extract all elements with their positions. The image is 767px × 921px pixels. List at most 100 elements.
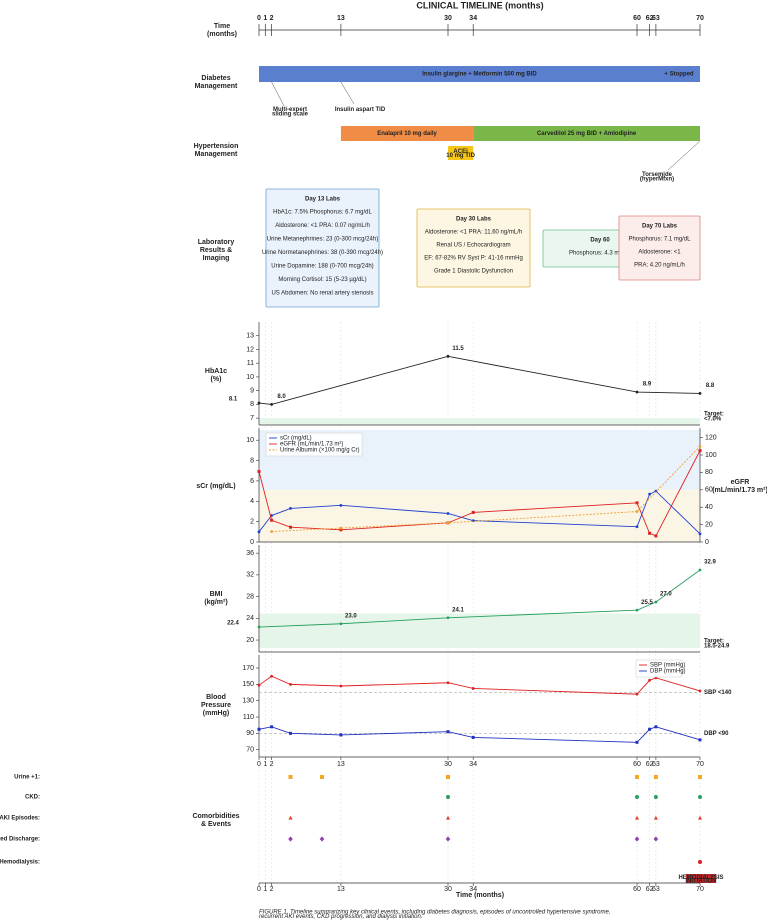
data-point <box>698 532 702 536</box>
data-point <box>635 525 639 529</box>
hypertension-note-leader <box>667 140 701 171</box>
data-point <box>471 687 475 690</box>
timeline-tick-label: 1 <box>263 15 267 22</box>
chart-label-line: (%) <box>211 376 222 383</box>
y-tick-label: 4 <box>250 498 254 505</box>
x-tick-label: 13 <box>337 761 345 768</box>
data-point <box>289 507 292 510</box>
lab-box-line: Aldosterone: <1 PRA: 0.07 ng/mL/h <box>275 223 370 229</box>
data-point <box>339 684 343 688</box>
y-tick-label: 6 <box>250 478 254 485</box>
data-point <box>270 518 274 522</box>
timeline-label: Time (months) <box>207 23 237 38</box>
data-point <box>698 449 702 453</box>
timeline-tick-label: 60 <box>633 15 641 22</box>
timeline-tick-label: 0 <box>257 15 261 22</box>
hypertension-label-line: Hypertension <box>194 143 239 150</box>
x-tick-label: 0 <box>257 761 261 768</box>
diabetes-label-line: Management <box>195 83 238 90</box>
data-point <box>289 731 292 735</box>
y-tick-label: 150 <box>242 681 254 688</box>
caption: recurrent AKI events, CKD progression, a… <box>259 914 423 920</box>
diabetes-note-leader <box>271 81 285 107</box>
event-marker <box>653 795 658 799</box>
caption: FIGURE 1. Timeline summarizing key clini… <box>259 910 610 916</box>
data-point <box>635 692 639 696</box>
chart-label: sCr (mg/dL) <box>196 483 235 490</box>
bottom-tick-label: 62 <box>646 886 654 893</box>
data-point <box>270 725 274 729</box>
data-point <box>257 727 261 731</box>
event-marker <box>288 836 293 842</box>
data-label: 11.5 <box>452 346 464 352</box>
hypertension-bar <box>340 126 474 141</box>
target-label: Target: 18.5-24.9 <box>704 638 730 649</box>
data-point <box>648 727 652 731</box>
lab-box-line: HbA1c: 7.5% Phosphorus: 6.7 mg/dL <box>273 210 372 216</box>
event-marker <box>288 815 293 820</box>
data-point <box>446 354 450 358</box>
timeline-tick-label: 62 <box>646 15 654 22</box>
legend-label: eGFR (mL/min/1.73 m²) <box>280 442 343 448</box>
data-label: 32.9 <box>704 560 716 566</box>
data-label: 8.8 <box>706 383 715 389</box>
y-tick-label: 13 <box>246 333 254 340</box>
target-band <box>259 613 700 649</box>
chart-label-line: (kg/m²) <box>204 599 227 606</box>
hypertension-box <box>448 146 474 160</box>
x-tick-label: 60 <box>633 761 641 768</box>
timeline-tick-label: 34 <box>469 15 477 22</box>
timeline-label-line: Time <box>214 23 230 30</box>
x-tick-label: 70 <box>696 761 704 768</box>
event-marker <box>698 795 702 799</box>
timeline-label-line: (months) <box>207 31 237 38</box>
x-tick-label: 2 <box>270 761 274 768</box>
lab-box-line: EF: 67-82% RV Syst P: 41-16 mmHg <box>424 256 523 262</box>
data-point <box>635 390 639 394</box>
legend-box <box>265 432 363 457</box>
lab-box <box>416 208 531 288</box>
hemodialysis-box-text-line: INITIATION <box>685 878 716 884</box>
event-marker <box>446 775 450 779</box>
x-axis-label: Time (months) <box>456 892 504 899</box>
event-marker <box>635 795 639 799</box>
data-point <box>339 733 343 737</box>
data-point <box>698 392 702 395</box>
hemodialysis-box <box>686 874 716 883</box>
lab-box-line: Urine Metanephrines: 23 (0-300 mcg/24h) <box>267 237 378 243</box>
lab-box-line: Aldosterone: <1 PRA: 11.60 ng/mL/h <box>425 230 522 236</box>
diabetes-bar-text: Insulin glargine + Metformin 500 mg BID <box>422 72 537 78</box>
series-line <box>258 675 701 695</box>
series-line <box>258 355 701 405</box>
y2-tick-label: 120 <box>705 434 717 441</box>
data-point <box>635 608 639 612</box>
event-row-label: AKI Episodes: <box>0 816 40 822</box>
y-tick-label: 12 <box>246 346 254 353</box>
data-point <box>257 530 261 534</box>
bottom-tick-label: 60 <box>633 886 641 893</box>
data-label: 24.1 <box>452 607 464 613</box>
lab-box-line: Phosphorus: 7.1 mg/dL <box>628 237 691 243</box>
target-label: Target: <7.0% <box>704 411 724 422</box>
y-tick-label: 90 <box>246 730 254 737</box>
chart-label-line: sCr (mg/dL) <box>196 483 235 490</box>
chart-label-line: Blood <box>206 694 226 701</box>
series-line <box>258 490 701 535</box>
data-point <box>471 735 475 739</box>
target-label-line: Target: <box>704 638 724 644</box>
y-tick-label: 36 <box>246 550 254 557</box>
data-point <box>635 510 639 513</box>
bottom-tick-label: 0 <box>257 886 261 893</box>
events-label-line: Comorbidities <box>192 813 239 820</box>
bottom-tick-label: 34 <box>469 886 477 893</box>
data-point <box>289 682 292 686</box>
event-marker <box>653 836 659 842</box>
data-point <box>698 689 702 693</box>
event-marker <box>446 815 450 820</box>
event-row-label: Self-Directed Discharge: <box>0 837 40 843</box>
chart-label-line: HbA1c <box>205 368 227 375</box>
series-line <box>258 726 701 743</box>
diabetes-note-leader <box>340 81 355 105</box>
legend-label: SBP (mmHg) <box>650 663 685 669</box>
labs-label-line: Laboratory <box>198 239 235 246</box>
